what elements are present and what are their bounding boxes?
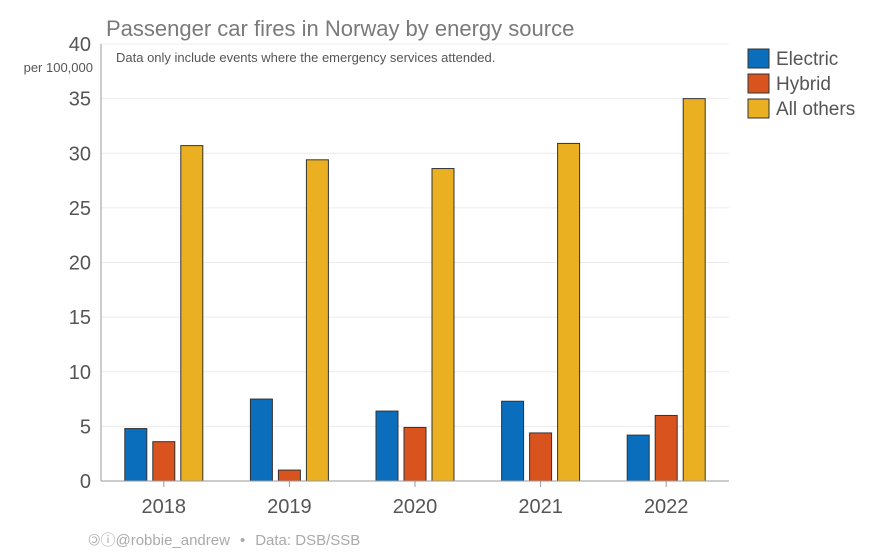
bar-hybrid-2019 — [277, 469, 301, 482]
legend: Electric Hybrid All others — [747, 48, 855, 120]
y-tick-label: 10 — [69, 362, 91, 384]
footer: 🄯ⓘ@robbie_andrew • Data: DSB/SSB — [88, 532, 360, 549]
x-tick-label: 2019 — [267, 496, 312, 518]
y-tick-label: 25 — [69, 198, 91, 220]
x-tick-label: 2022 — [644, 496, 689, 518]
axes: 0 5 10 15 20 25 30 35 40 2018 2019 2020 2021 2022 — [69, 34, 729, 518]
bar-electric-2021 — [501, 400, 525, 482]
legend-label: All others — [776, 99, 855, 120]
chart-subtitle: Data only include events where the emerg… — [116, 50, 495, 65]
chart-title: Passenger car fires in Norway by energy … — [106, 16, 574, 41]
bar-electric-2019 — [249, 398, 273, 482]
gridlines — [101, 43, 729, 427]
bar-all-others-2019 — [305, 159, 329, 482]
bar-hybrid-2020 — [403, 426, 427, 482]
y-tick-label: 30 — [69, 143, 91, 165]
data-source: Data: DSB/SSB — [255, 532, 360, 549]
bar-electric-2018 — [124, 428, 148, 482]
x-tick-label: 2020 — [393, 496, 438, 518]
y-tick-label: 35 — [69, 89, 91, 111]
bar-hybrid-2018 — [152, 441, 176, 482]
legend-swatch-electric — [747, 48, 770, 69]
x-tick-label: 2018 — [142, 496, 187, 518]
license-icons: 🄯ⓘ — [88, 532, 115, 549]
author-handle: @robbie_andrew — [115, 532, 230, 549]
footer-separator: • — [240, 532, 245, 549]
legend-swatch-hybrid — [747, 73, 770, 94]
legend-label: Hybrid — [776, 74, 831, 95]
bar-hybrid-2021 — [529, 432, 553, 482]
bar-electric-2022 — [626, 434, 650, 482]
bar-all-others-2020 — [431, 168, 455, 482]
y-tick-label: 5 — [80, 416, 91, 438]
bars — [124, 98, 706, 482]
y-tick-label: 20 — [69, 253, 91, 275]
bar-all-others-2018 — [180, 145, 204, 482]
y-tick-label: 40 — [69, 34, 91, 56]
legend-swatch-all-others — [747, 98, 770, 119]
y-tick-label: 15 — [69, 307, 91, 329]
y-axis-unit-label: per 100,000 — [24, 60, 93, 75]
x-tick-label: 2021 — [518, 496, 563, 518]
legend-label: Electric — [776, 49, 838, 70]
bar-all-others-2022 — [682, 98, 706, 482]
bar-all-others-2021 — [557, 142, 581, 482]
bar-electric-2020 — [375, 410, 399, 482]
bar-hybrid-2022 — [654, 414, 678, 482]
y-tick-label: 0 — [80, 471, 91, 493]
